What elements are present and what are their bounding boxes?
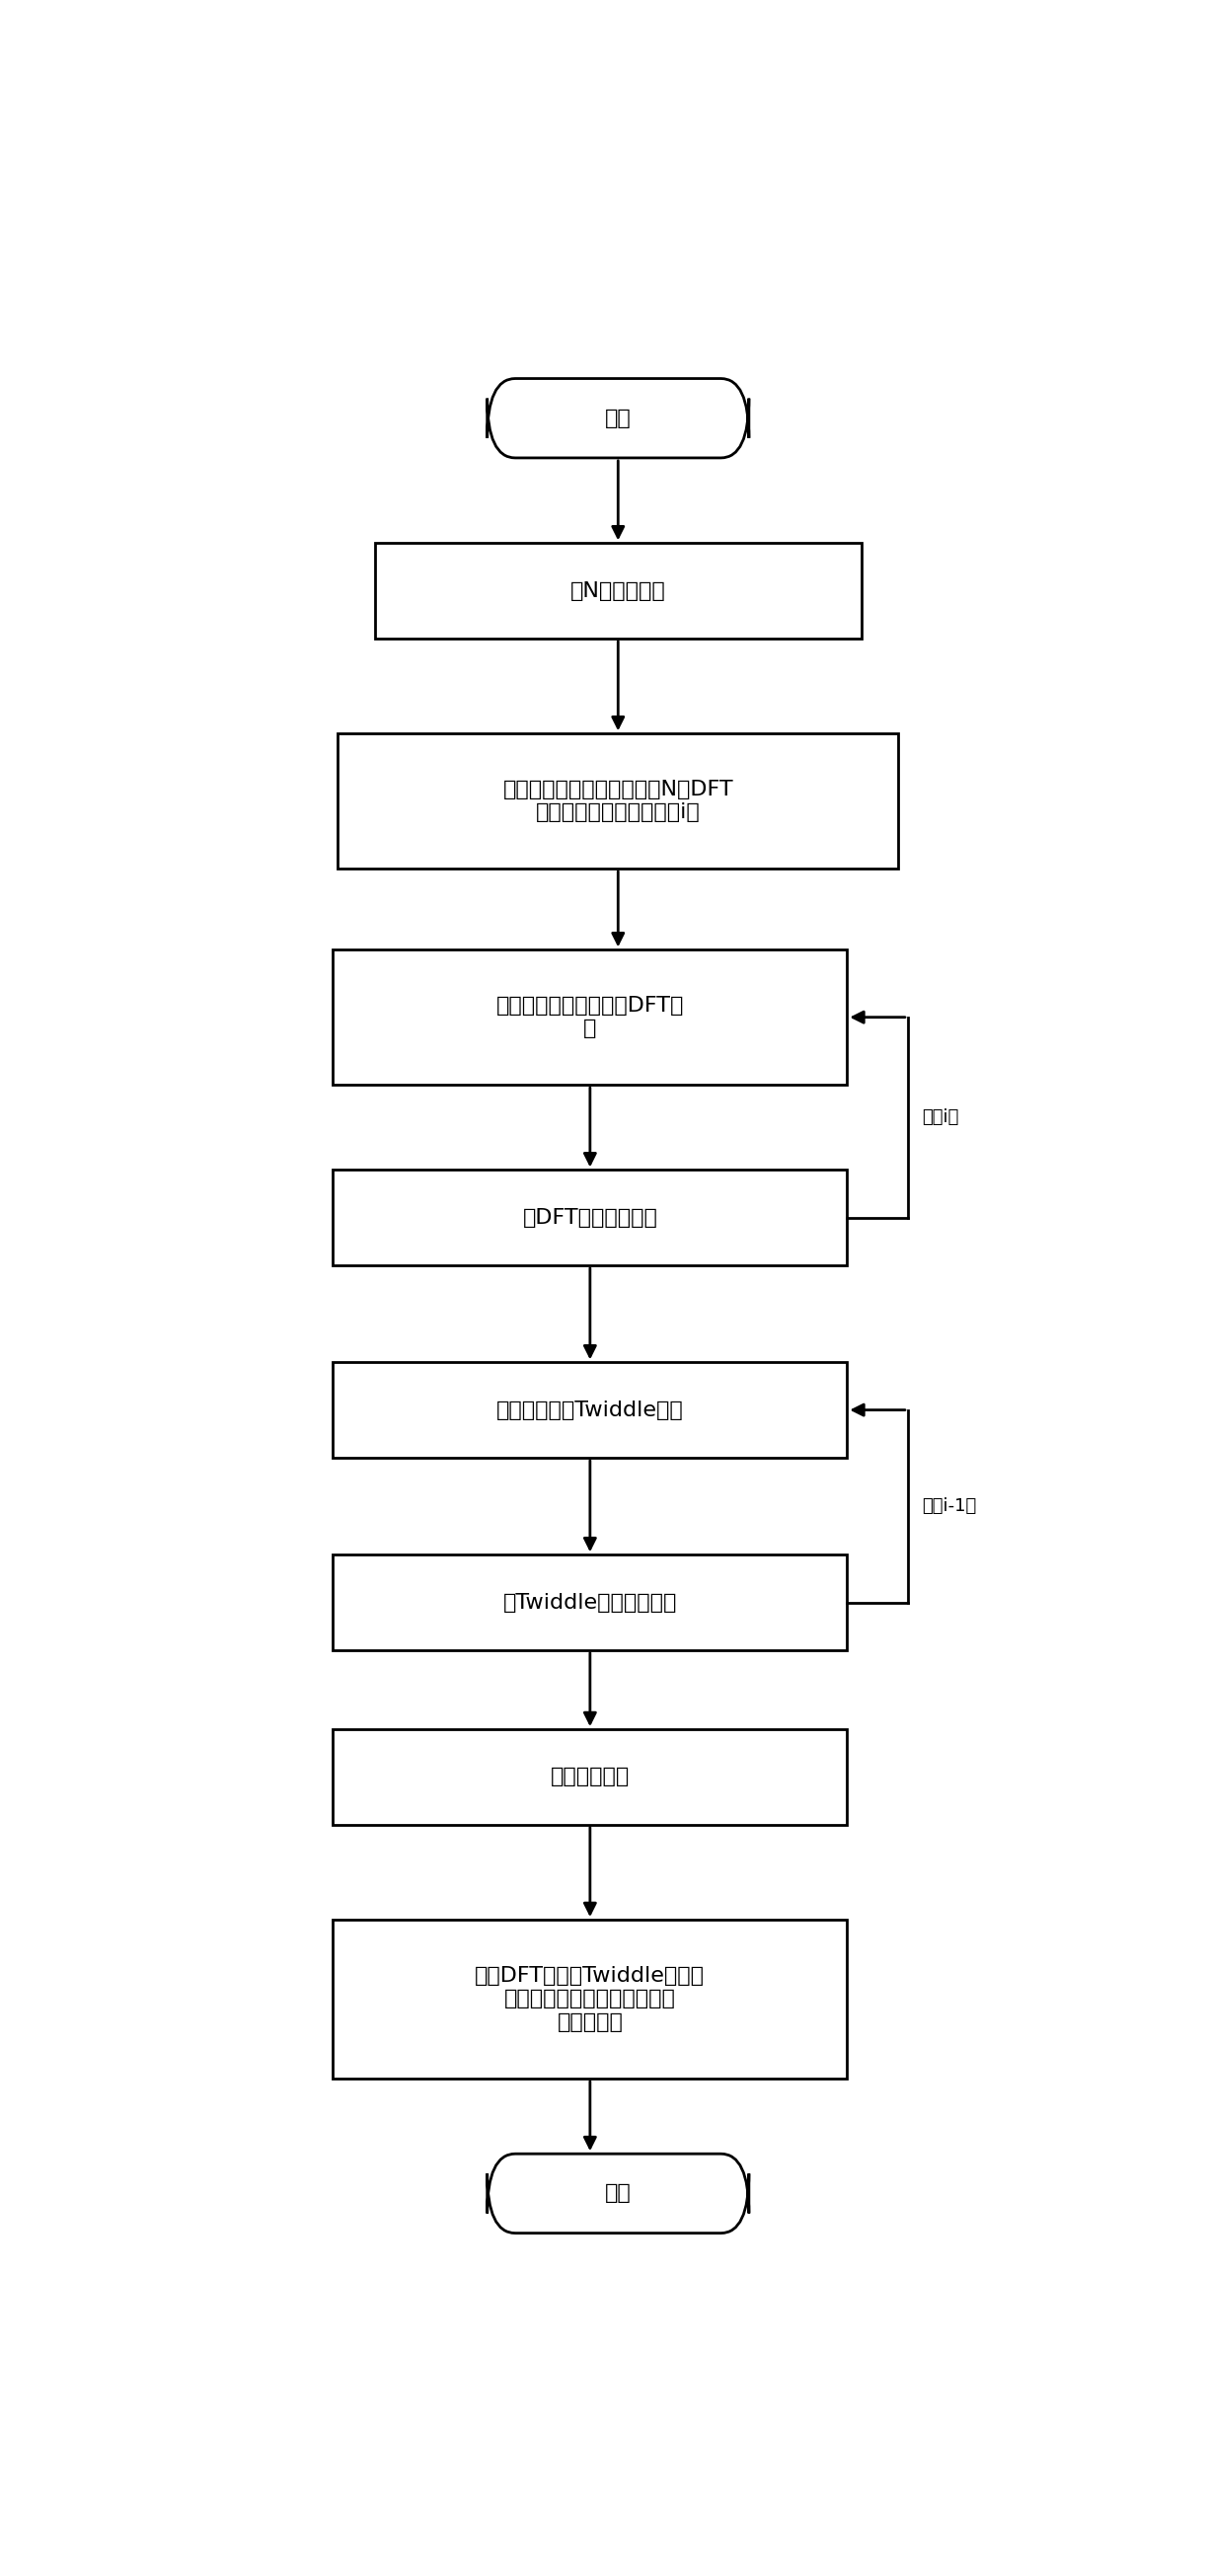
Text: 对Twiddle因子进行定标: 对Twiddle因子进行定标 [503,1592,677,1613]
Text: 将N分解质因数: 将N分解质因数 [570,582,666,600]
Bar [333,1919,847,2079]
Text: 循环i-1次: 循环i-1次 [921,1497,977,1515]
Text: 计算定标补偿: 计算定标补偿 [550,1767,630,1788]
Text: 循环i次: 循环i次 [921,1108,959,1126]
Text: 开始: 开始 [605,410,631,428]
Text: 输出DFT因子，Twiddle因子，
质数因子（包含重复的因子）
和定标补偿: 输出DFT因子，Twiddle因子， 质数因子（包含重复的因子） 和定标补偿 [475,1965,706,2032]
Bar [333,951,847,1084]
Text: 按照分解的质因数计算DFT因
子: 按照分解的质因数计算DFT因 子 [496,997,684,1038]
Bar [338,734,898,868]
Bar [375,544,861,639]
Bar [333,1170,847,1265]
Bar [333,1728,847,1824]
Text: 分解的因数进行排序和分解N点DFT
（记分解后因子总个数为i）: 分解的因数进行排序和分解N点DFT （记分解后因子总个数为i） [503,781,733,822]
FancyBboxPatch shape [487,379,749,459]
Text: 按照分解计算Twiddle因子: 按照分解计算Twiddle因子 [497,1401,684,1419]
Text: 对DFT因子进行定标: 对DFT因子进行定标 [522,1208,657,1226]
FancyBboxPatch shape [487,2154,749,2233]
Bar [333,1363,847,1458]
Text: 结束: 结束 [605,2184,631,2202]
Bar [333,1556,847,1651]
